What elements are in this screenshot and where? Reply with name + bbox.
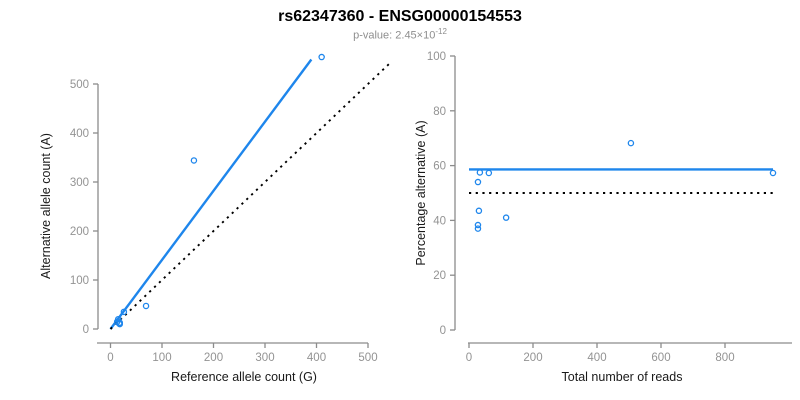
data-point <box>627 139 635 147</box>
x-tick-label: 800 <box>715 352 734 364</box>
x-tick-label: 300 <box>255 352 274 364</box>
identity-line <box>109 61 392 330</box>
data-point <box>485 169 493 177</box>
x-tick-label: 0 <box>107 352 113 364</box>
x-tick-label: 100 <box>152 352 171 364</box>
x-tick-label: 200 <box>204 352 223 364</box>
x-tick-label: 0 <box>466 352 472 364</box>
y-tick-label: 500 <box>70 79 89 91</box>
data-point <box>190 157 198 164</box>
y-tick-label: 100 <box>70 275 89 287</box>
y-tick-label: 60 <box>433 161 446 173</box>
x-tick-label: 600 <box>651 352 670 364</box>
data-point <box>142 302 150 310</box>
y-tick-label: 80 <box>433 106 446 118</box>
y-tick-label: 100 <box>427 51 446 63</box>
data-point <box>116 319 124 326</box>
data-point <box>474 178 482 186</box>
y-axis-title: Alternative allele count (A) <box>39 133 53 279</box>
fitted-ratio-line <box>109 58 313 330</box>
y-tick-label: 300 <box>70 177 89 189</box>
y-tick-label: 0 <box>440 325 446 337</box>
pvalue-text: p-value: 2.45×10 <box>353 29 436 42</box>
y-tick-label: 200 <box>70 226 89 238</box>
y-tick-label: 20 <box>433 270 446 282</box>
allele-counts-plot: 0 100 200 300 400 500 0 100 200 300 400 500 Referenc… <box>39 53 392 384</box>
data-point <box>120 308 128 316</box>
data-point <box>502 214 510 221</box>
y-axis-title: Percentage alternative (A) <box>414 120 428 265</box>
x-tick-label: 200 <box>523 352 542 364</box>
figure-title: rs62347360 - ENSG00000154553 <box>278 8 522 25</box>
pvalue-exponent: -12 <box>435 27 447 36</box>
y-tick-label: 40 <box>433 215 446 227</box>
data-point <box>769 169 777 177</box>
x-tick-label: 400 <box>307 352 326 364</box>
y-tick-label: 400 <box>70 128 89 140</box>
data-point <box>474 221 482 229</box>
percentage-plot: 0 200 400 600 800 0 20 40 60 80 100 Total number of… <box>414 51 792 384</box>
x-axis-title: Total number of reads <box>562 370 683 384</box>
x-axis-title: Reference allele count (G) <box>171 370 317 384</box>
data-point <box>474 225 482 232</box>
x-tick-label: 500 <box>358 352 377 364</box>
x-tick-label: 400 <box>587 352 606 364</box>
data-point <box>476 169 484 176</box>
pvalue-subtitle: p-value: 2.45×10-12 <box>0 27 800 42</box>
data-point <box>318 53 325 61</box>
data-point <box>475 207 483 215</box>
y-tick-label: 0 <box>83 324 89 336</box>
